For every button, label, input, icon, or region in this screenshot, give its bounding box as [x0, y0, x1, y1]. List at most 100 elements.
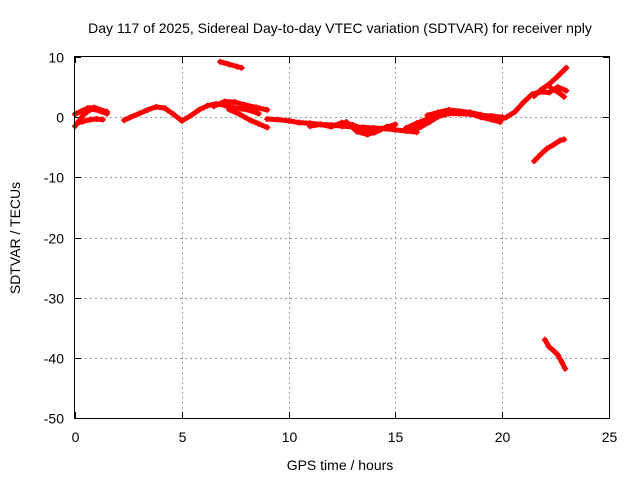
- x-axis-label: GPS time / hours: [287, 457, 394, 473]
- data-point: [559, 359, 565, 366]
- data-point: [554, 351, 561, 358]
- data-point: [512, 108, 518, 115]
- data-point: [274, 116, 281, 123]
- data-point: [544, 145, 551, 152]
- data-point: [204, 102, 211, 109]
- data-point: [554, 88, 561, 95]
- data-point: [264, 116, 271, 122]
- data-point: [546, 81, 553, 88]
- data-point: [91, 104, 98, 111]
- data-point: [264, 106, 271, 113]
- data-point: [80, 118, 87, 125]
- data-point: [97, 106, 104, 113]
- x-tick-label: 25: [602, 429, 618, 445]
- data-point: [561, 136, 568, 143]
- data-point: [546, 344, 553, 350]
- y-tick-label: -20: [44, 231, 64, 247]
- data-point: [225, 106, 232, 113]
- data-point: [413, 120, 420, 127]
- grid-lines: [75, 57, 609, 418]
- data-point: [563, 64, 570, 71]
- y-tick-label: -30: [44, 291, 64, 307]
- data-point: [161, 105, 168, 112]
- chart-title: Day 117 of 2025, Sidereal Day-to-day VTE…: [88, 20, 592, 36]
- x-tick-label: 0: [72, 429, 80, 445]
- data-point: [554, 73, 561, 80]
- data-series-seg-e3: [424, 106, 495, 122]
- x-tick-label: 10: [282, 429, 298, 445]
- data-series-seg-h: [541, 336, 569, 372]
- data-point: [550, 347, 557, 354]
- data-point: [392, 126, 399, 133]
- y-tick-label: 10: [48, 50, 64, 66]
- x-tick-label: 15: [388, 429, 404, 445]
- data-point: [255, 110, 262, 117]
- data-point: [104, 108, 110, 115]
- x-tick-label: 20: [495, 429, 511, 445]
- y-tick-labels: -50 -40 -30 -20 -10 0 10: [44, 50, 64, 427]
- data-point: [364, 131, 371, 138]
- data-point: [225, 61, 232, 68]
- data-point: [424, 112, 431, 119]
- data-point: [144, 106, 151, 113]
- data-series-seg-d: [264, 116, 420, 136]
- data-point: [255, 120, 262, 127]
- data-point: [74, 120, 81, 127]
- x-tick-labels: 0 5 10 15 20 25: [72, 429, 618, 445]
- data-point: [121, 117, 128, 124]
- data-point: [93, 116, 100, 122]
- data-series-seg-d3: [343, 119, 390, 138]
- data-point: [537, 151, 544, 158]
- data-point: [383, 123, 390, 130]
- data-point: [195, 106, 202, 113]
- data-point: [550, 141, 557, 148]
- data-series-seg-b: [121, 100, 262, 124]
- data-point: [210, 103, 217, 110]
- data-point: [253, 104, 260, 111]
- data-point: [236, 111, 243, 118]
- data-point: [232, 99, 239, 106]
- data-point: [78, 108, 85, 115]
- data-series-seg-b3: [225, 106, 271, 131]
- y-tick-label: 0: [56, 110, 64, 126]
- data-point: [409, 127, 416, 134]
- data-point: [328, 123, 335, 130]
- data-point: [561, 93, 568, 100]
- data-point: [264, 124, 271, 131]
- data-series-seg-c: [217, 58, 245, 71]
- data-point: [520, 99, 527, 106]
- data-point: [127, 114, 134, 121]
- data-series-seg-f2: [531, 64, 570, 100]
- data-point: [285, 117, 292, 124]
- data-point: [217, 58, 224, 65]
- data-point: [456, 108, 463, 115]
- plot-frame: [74, 56, 610, 419]
- data-point: [418, 123, 424, 130]
- data-point: [84, 105, 91, 112]
- data-point: [445, 106, 452, 113]
- data-point: [238, 64, 245, 71]
- data-point: [178, 117, 185, 124]
- axis-ticks: [75, 57, 610, 419]
- data-series: [72, 58, 570, 372]
- data-point: [537, 87, 544, 94]
- data-point: [435, 109, 442, 116]
- data-point: [477, 111, 484, 118]
- y-tick-label: -50: [44, 411, 64, 427]
- data-series-seg-b2: [210, 98, 271, 113]
- y-tick-label: -40: [44, 351, 64, 367]
- data-point: [136, 110, 143, 117]
- data-point: [153, 103, 160, 110]
- data-point: [317, 121, 324, 128]
- data-point: [541, 336, 548, 343]
- data-point: [354, 128, 360, 135]
- data-point: [87, 116, 93, 123]
- data-point: [296, 119, 303, 126]
- data-point: [307, 123, 313, 130]
- data-point: [170, 111, 177, 118]
- data-series-seg-a3: [74, 116, 106, 127]
- data-point: [548, 85, 555, 92]
- data-point: [234, 63, 241, 70]
- data-point: [403, 125, 410, 131]
